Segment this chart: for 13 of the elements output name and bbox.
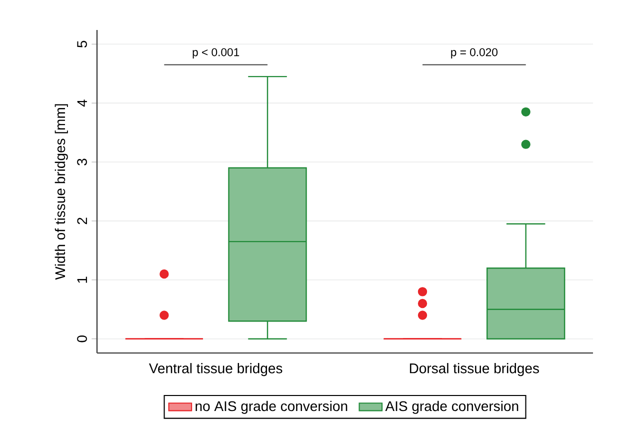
- annotation: p < 0.001: [192, 48, 240, 58]
- y-tick-label: 3: [77, 158, 87, 166]
- annotation: p = 0.020: [451, 48, 498, 58]
- y-tick-label: 4: [77, 100, 87, 107]
- legend-label: AIS grade conversion: [385, 400, 518, 414]
- y-tick-label: 0: [77, 336, 87, 342]
- y-axis-title: Width of tissue bridges [mm]: [54, 104, 68, 280]
- legend-label: no AIS grade conversion: [196, 400, 348, 414]
- x-tick-label: Dorsal tissue bridges: [410, 363, 539, 376]
- y-tick-label: 2: [77, 218, 87, 224]
- y-tick-label: 5: [77, 40, 87, 48]
- x-tick-label: Ventral tissue bridges: [148, 363, 282, 376]
- y-tick-label: 1: [77, 276, 87, 283]
